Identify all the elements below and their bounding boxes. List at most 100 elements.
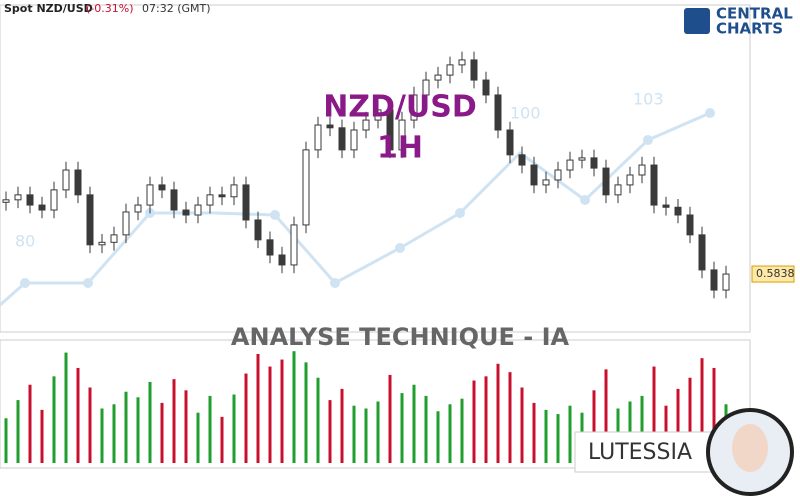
candle-body xyxy=(722,273,730,291)
candle-body xyxy=(314,124,322,151)
volume-bar xyxy=(568,405,572,463)
candle-body xyxy=(326,124,334,129)
candle-body xyxy=(26,194,34,206)
volume-bar xyxy=(688,377,692,463)
badge-box xyxy=(574,431,731,473)
candle-body xyxy=(110,234,118,243)
watermark-dot xyxy=(270,210,280,220)
volume-bar xyxy=(412,384,416,463)
candle-body xyxy=(62,169,70,191)
candle-body xyxy=(122,211,130,236)
candle-body xyxy=(674,206,682,216)
volume-bar xyxy=(652,366,656,463)
change: (-0.31%) xyxy=(86,2,134,15)
volume-bar xyxy=(148,381,152,463)
watermark-label: 80 xyxy=(15,232,35,251)
candle-body xyxy=(434,74,442,81)
candle-body xyxy=(254,219,262,241)
candle-body xyxy=(86,194,94,246)
candle-body xyxy=(662,204,670,208)
candle-body xyxy=(566,159,574,171)
candle-body xyxy=(74,169,82,196)
volume-bar xyxy=(712,367,716,463)
chart-subtitle: 1H xyxy=(377,131,423,166)
watermark-dots xyxy=(20,108,715,288)
volume-bar xyxy=(220,416,224,463)
last-price-label: 0.5838 xyxy=(756,267,795,280)
candle-body xyxy=(686,214,694,236)
volume-bar xyxy=(88,387,92,463)
volume-bar xyxy=(64,352,68,463)
volume-bar xyxy=(436,411,440,463)
volume-bar xyxy=(100,408,104,463)
watermark-dot xyxy=(330,278,340,288)
candle-body xyxy=(638,164,646,176)
time: 07:32 (GMT) xyxy=(142,2,211,15)
candle-body xyxy=(518,154,526,166)
volume-bar xyxy=(376,401,380,463)
volume-bar xyxy=(196,412,200,463)
volume-bar xyxy=(700,358,704,463)
candle-body xyxy=(698,234,706,271)
candle-body xyxy=(554,169,562,181)
candle-body xyxy=(362,119,370,131)
chart-title: NZD/USD xyxy=(323,90,477,125)
volume-bar xyxy=(484,376,488,463)
candle-body xyxy=(170,189,178,211)
volume-bar xyxy=(328,400,332,463)
candle-body xyxy=(542,179,550,186)
volume-bar xyxy=(136,397,140,463)
watermark-dot xyxy=(455,208,465,218)
candle-body xyxy=(50,189,58,211)
logo-icon xyxy=(684,8,710,34)
volume-bar xyxy=(604,369,608,463)
volume-bar xyxy=(172,379,176,463)
volume-bar xyxy=(556,414,560,463)
volume-bar xyxy=(4,418,8,463)
candle-body xyxy=(650,164,658,206)
watermark-label: 103 xyxy=(633,90,664,109)
volume-bar xyxy=(496,363,500,463)
watermark-dot xyxy=(20,278,30,288)
candle-body xyxy=(302,149,310,226)
candle-body xyxy=(446,64,454,76)
candle-body xyxy=(398,119,406,151)
volume-bar xyxy=(16,400,20,463)
candle-body xyxy=(386,109,394,151)
volume-bar xyxy=(388,374,392,463)
candle-body xyxy=(182,209,190,216)
watermark-dot xyxy=(705,108,715,118)
candle-body xyxy=(530,164,538,186)
candle-body xyxy=(242,184,250,221)
candle-body xyxy=(482,79,490,96)
volume-bar xyxy=(124,391,128,463)
candle-body xyxy=(422,79,430,96)
volume-bar xyxy=(400,393,404,463)
watermark-dot xyxy=(643,135,653,145)
watermark-label: 100 xyxy=(510,104,541,123)
candle-body xyxy=(470,59,478,81)
candle-body xyxy=(266,239,274,256)
volume-bar xyxy=(508,372,512,463)
logo-text: CENTRAL xyxy=(716,5,793,23)
volume-bar xyxy=(208,395,212,463)
volume-bar xyxy=(304,362,308,463)
candle-body xyxy=(290,224,298,266)
candle-body xyxy=(230,184,238,198)
volume-bar xyxy=(268,366,272,463)
candle-body xyxy=(374,109,382,121)
price-panel xyxy=(0,4,751,333)
candle-body xyxy=(410,94,418,121)
candle-body xyxy=(206,194,214,206)
candle-body xyxy=(590,157,598,169)
volume-bar xyxy=(316,377,320,463)
logo-text: CHARTS xyxy=(716,20,783,38)
candle-body xyxy=(602,167,610,196)
volume-bar xyxy=(592,390,596,463)
candle-body xyxy=(194,204,202,216)
volume-bar xyxy=(352,405,356,463)
candles xyxy=(2,51,730,299)
volume-bar xyxy=(544,409,548,463)
